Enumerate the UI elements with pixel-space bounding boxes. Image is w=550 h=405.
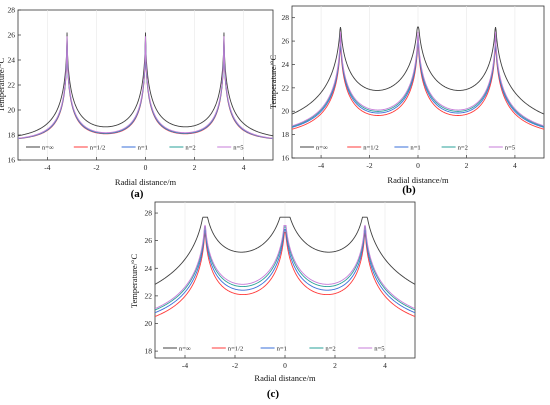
panel-c-series [155, 216, 415, 317]
panel-c-yticks: 18 20 22 24 26 28 [145, 209, 158, 356]
panel-b-xlabel: Radial distance/m [387, 175, 449, 185]
panel-a-legend-label: n=2 [185, 144, 195, 151]
panel-b-series-line [292, 26, 544, 115]
panel-b-label: (b) [402, 184, 416, 196]
panel-c-ytick-label: 18 [145, 347, 153, 356]
panel-c-series-line [155, 225, 415, 311]
panel-b-legend-label: n=5 [505, 144, 516, 151]
panel-b-ytick-label: 18 [282, 130, 290, 139]
panel-b-ytick-label: 20 [282, 107, 290, 116]
panel-b-ytick-label: 28 [282, 13, 290, 22]
panel-a-series [18, 32, 273, 140]
panel-b-series-line [292, 31, 544, 127]
panel-a-xtick-label: 0 [144, 163, 148, 172]
panel-a-ytick-label: 20 [8, 106, 16, 115]
panel-b-xticks: -4 -2 0 2 4 [318, 155, 517, 170]
panel-b-ytick-label: 24 [282, 60, 290, 69]
panel-c-xtick-label: 4 [383, 361, 387, 370]
panel-a-legend-label: n=5 [233, 144, 244, 151]
panel-b-xtick-label: -2 [366, 161, 372, 170]
panel-a-ytick-label: 22 [8, 81, 16, 90]
panel-a-ytick-label: 24 [8, 56, 16, 65]
panel-c-label: (c) [267, 388, 280, 400]
panel-c-series-line [155, 231, 415, 317]
panel-a-legend-label: n=∞ [42, 144, 54, 151]
panel-a-xtick-label: 4 [242, 163, 246, 172]
panel-b-legend-label: n=∞ [316, 144, 328, 151]
panel-c-grid [184, 202, 386, 358]
panel-a-label: (a) [131, 188, 144, 200]
panel-a-ytick-label: 16 [8, 156, 16, 165]
panel-a-series-line [18, 32, 273, 137]
panel-b-legend-label: n=1 [410, 144, 420, 151]
panel-c-xtick-label: -2 [232, 361, 238, 370]
panel-c-xticks: -4 -2 0 2 4 [182, 355, 387, 370]
panel-a-xlabel: Radial distance/m [115, 177, 177, 187]
panel-b-ytick-label: 16 [282, 154, 290, 163]
panel-b-xtick-label: 4 [513, 161, 517, 170]
panel-b-ylabel: Temperature/°C [268, 55, 278, 110]
panel-b-legend: n=∞ n=1/2 n=1 n=2 n=5 [300, 144, 516, 151]
panel-a-xtick-label: -4 [44, 163, 50, 172]
panel-a-xtick-label: -2 [93, 163, 99, 172]
panel-a-ytick-label: 28 [8, 6, 16, 15]
panel-a-legend-label: n=1 [138, 144, 148, 151]
panel-a-ytick-label: 26 [8, 31, 16, 40]
panel-a-xtick-label: 2 [193, 163, 197, 172]
panel-a-yticks: 16 18 20 22 24 26 28 [8, 6, 21, 165]
panel-c-ytick-label: 24 [145, 264, 153, 273]
panel-a-legend-label: n=1/2 [90, 144, 105, 151]
panel-c-legend-label: n=∞ [179, 345, 191, 352]
panel-c-legend-label: n=1 [277, 345, 287, 352]
panel-c-xlabel: Radial distance/m [254, 373, 316, 383]
panel-c-xtick-label: -4 [182, 361, 188, 370]
panel-c-series-line [155, 229, 415, 314]
panel-b-grid [320, 6, 516, 158]
panel-c-ytick-label: 22 [145, 291, 153, 300]
panel-a-ylabel: Temperature/°C [0, 58, 6, 113]
panel-c-legend-label: n=2 [325, 345, 335, 352]
panel-c-ytick-label: 26 [145, 236, 153, 245]
panel-a-xticks: -4 -2 0 2 4 [44, 157, 246, 172]
panel-b-legend-label: n=2 [458, 144, 468, 151]
panel-b-yticks: 16 18 20 22 24 26 28 [282, 13, 295, 163]
panel-b-legend-label: n=1/2 [363, 144, 378, 151]
panel-c-ytick-label: 20 [145, 319, 153, 328]
panel-b-xtick-label: 0 [416, 161, 420, 170]
panel-a-grid [47, 10, 244, 160]
panel-b-series [292, 26, 544, 130]
panel-c-legend-label: n=5 [374, 345, 385, 352]
panel-c-xtick-label: 0 [283, 361, 287, 370]
panel-c-xtick-label: 2 [333, 361, 337, 370]
panel-a-legend: n=∞ n=1/2 n=1 n=2 n=5 [26, 144, 244, 151]
panel-b-ytick-label: 26 [282, 37, 290, 46]
panel-b-ytick-label: 22 [282, 83, 290, 92]
panel-a-ytick-label: 18 [8, 131, 16, 140]
panel-c-series-line [155, 224, 415, 310]
panel-b-xtick-label: 2 [465, 161, 469, 170]
panel-c-ytick-label: 28 [145, 209, 153, 218]
panel-c-ylabel: Temperature/°C [129, 254, 139, 309]
panel-b-xtick-label: -4 [318, 161, 324, 170]
panel-c-legend-label: n=1/2 [228, 345, 243, 352]
panel-c-series-line [155, 216, 415, 285]
panel-c-legend: n=∞ n=1/2 n=1 n=2 n=5 [163, 345, 385, 352]
panel-a-series-line [18, 36, 273, 139]
